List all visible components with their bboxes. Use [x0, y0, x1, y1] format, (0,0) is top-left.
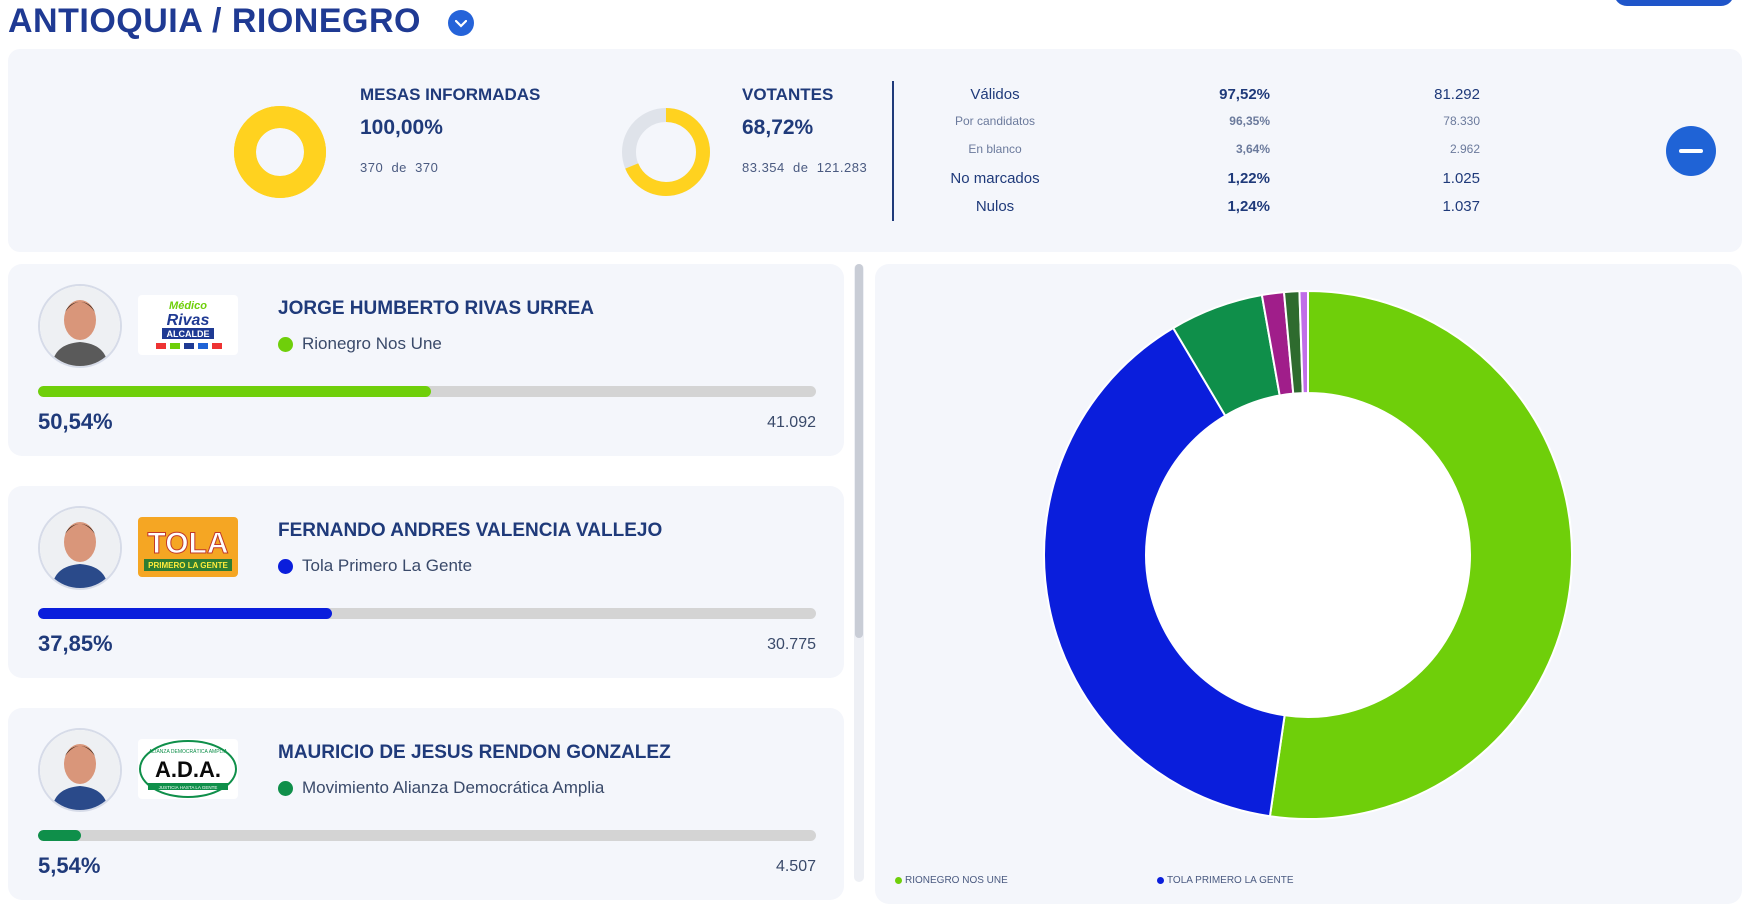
breakdown-name: Por candidatos: [954, 114, 1036, 128]
legend-item[interactable]: TOLA PRIMERO LA GENTE: [1157, 875, 1294, 886]
candidate-votes: 4.507: [775, 858, 816, 875]
breakdown-pct: 96,35%: [1229, 114, 1270, 128]
breakdown-pct: 1,22%: [1227, 170, 1270, 187]
collapse-button[interactable]: [1666, 126, 1716, 176]
logo-text: ALCALDE: [167, 329, 210, 339]
party-logo: TOLA PRIMERO LA GENTE: [138, 517, 238, 577]
party-color-dot: [278, 559, 293, 574]
party-name: Tola Primero La Gente: [302, 556, 473, 575]
candidate-votes: 30.775: [767, 636, 816, 653]
breakdown-value: 1.025: [1442, 170, 1480, 187]
breakdown-name: Válidos: [970, 86, 1020, 103]
top-action-button[interactable]: [1614, 0, 1734, 6]
breakdown-name: Nulos: [975, 198, 1015, 215]
party-name: Movimiento Alianza Democrática Amplia: [302, 778, 605, 797]
candidate-pct: 50,54%: [38, 409, 113, 434]
logo-text: PRIMERO LA GENTE: [148, 561, 228, 570]
vote-progress-fill: [38, 608, 333, 619]
mesas-pct: 100,00%: [360, 116, 443, 139]
party-logo: Médico Rivas ALCALDE: [138, 295, 238, 355]
stats-panel: [8, 49, 1742, 252]
scrollbar-thumb[interactable]: [855, 264, 863, 638]
breakdown-value: 78.330: [1443, 114, 1480, 128]
breakdown-pct: 1,24%: [1227, 198, 1270, 215]
votantes-donut-fill: [622, 108, 710, 196]
logo-text: TOLA: [147, 527, 228, 560]
stats-divider: [892, 81, 894, 221]
candidate-photo: [38, 506, 122, 590]
chart-panel: [875, 264, 1742, 904]
chevron-down-icon: [454, 15, 468, 31]
mesas-label: MESAS INFORMADAS: [360, 85, 541, 104]
vote-progress-fill: [38, 830, 82, 841]
breakdown-name: En blanco: [968, 142, 1022, 156]
location-dropdown-button[interactable]: [448, 10, 474, 36]
candidate-pct: 37,85%: [38, 631, 113, 656]
legend-dot: [895, 877, 902, 884]
page-title: ANTIOQUIA / RIONEGRO: [8, 2, 421, 40]
breakdown-row: En blanco 3,64% 2.962: [900, 142, 1480, 162]
mesas-count: 370 de 370: [360, 160, 439, 175]
candidate-name: JORGE HUMBERTO RIVAS URREA: [278, 298, 594, 319]
breakdown-row: Por candidatos 96,35% 78.330: [900, 114, 1480, 134]
vote-progress-bar: [38, 608, 816, 619]
votantes-count: 83.354 de 121.283: [742, 160, 868, 175]
votantes-donut: [622, 108, 710, 196]
legend-dot: [1157, 877, 1164, 884]
candidate-card[interactable]: ALIANZA DEMOCRÁTICA AMPLIA A.D.A. JUSTICIA…: [8, 708, 844, 900]
mesas-donut-fill: [234, 106, 326, 198]
vote-progress-bar: [38, 386, 816, 397]
breakdown-value: 2.962: [1449, 142, 1480, 156]
breakdown-name: No marcados: [950, 170, 1040, 187]
breakdown-pct: 3,64%: [1235, 142, 1270, 156]
breakdown-row: No marcados 1,22% 1.025: [900, 170, 1480, 190]
party-color-dot: [278, 337, 293, 352]
legend-label: RIONEGRO NOS UNE: [905, 875, 1008, 886]
logo-text: JUSTICIA HASTA LA GENTE: [159, 785, 218, 790]
logo-text: Rivas: [167, 312, 210, 329]
breakdown-row: Nulos 1,24% 1.037: [900, 198, 1480, 218]
candidate-pct: 5,54%: [38, 853, 101, 878]
breakdown-pct: 97,52%: [1219, 86, 1270, 103]
logo-text: ALIANZA DEMOCRÁTICA AMPLIA: [149, 748, 228, 755]
vote-progress-fill: [38, 386, 432, 397]
votantes-pct: 68,72%: [742, 116, 814, 139]
party-logo: ALIANZA DEMOCRÁTICA AMPLIA A.D.A. JUSTICIA…: [138, 739, 238, 799]
legend-item[interactable]: RIONEGRO NOS UNE: [895, 875, 1008, 886]
breakdown-row: Válidos 97,52% 81.292: [900, 86, 1480, 106]
candidate-photo: [38, 284, 122, 368]
candidate-card[interactable]: TOLA PRIMERO LA GENTE FERNANDO ANDRES VALE…: [8, 486, 844, 678]
candidate-votes: 41.092: [767, 414, 816, 431]
candidate-name: FERNANDO ANDRES VALENCIA VALLEJO: [278, 520, 663, 541]
candidate-photo: [38, 728, 122, 812]
logo-text: A.D.A.: [155, 757, 221, 782]
candidate-card[interactable]: Médico Rivas ALCALDE JORGE HUMBERTO RIVAS U…: [8, 264, 844, 456]
party-name: Rionegro Nos Une: [302, 334, 442, 353]
vote-progress-bar: [38, 830, 816, 841]
votantes-label: VOTANTES: [742, 85, 834, 104]
candidate-name: MAURICIO DE JESUS RENDON GONZALEZ: [278, 742, 671, 763]
logo-text: Médico: [169, 300, 207, 312]
legend-label: TOLA PRIMERO LA GENTE: [1167, 875, 1294, 886]
mesas-donut: [234, 106, 326, 198]
party-color-dot: [278, 781, 293, 796]
breakdown-value: 81.292: [1434, 86, 1480, 103]
breakdown-value: 1.037: [1442, 198, 1480, 215]
